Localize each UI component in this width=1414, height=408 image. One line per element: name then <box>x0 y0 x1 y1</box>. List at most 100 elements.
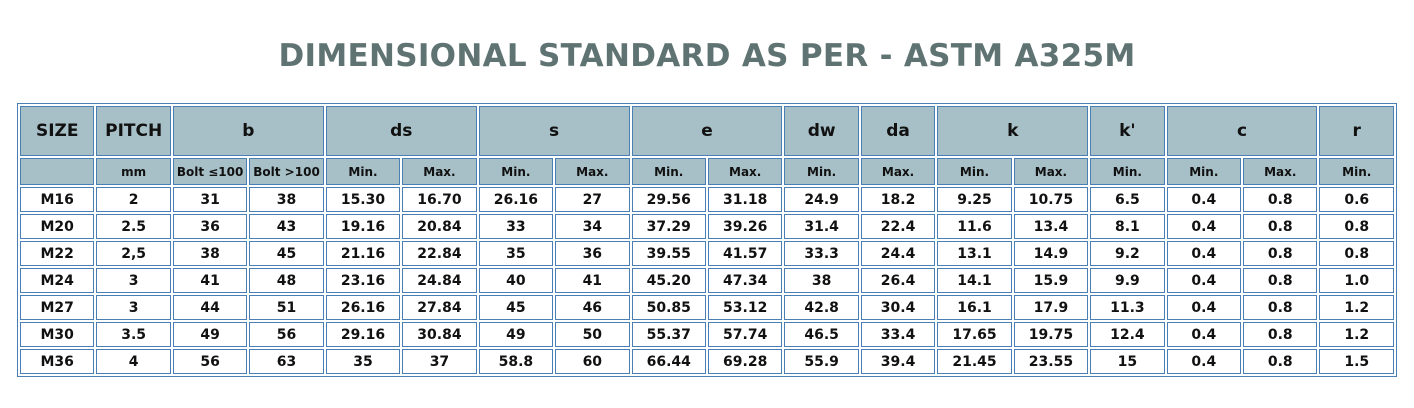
column-group-header: PITCH <box>96 106 171 156</box>
table-cell: 6.5 <box>1090 187 1165 212</box>
table-cell: 45.20 <box>631 268 706 293</box>
table-cell: 3 <box>96 295 171 320</box>
table-cell: 0.8 <box>1243 349 1318 374</box>
column-group-header: s <box>478 106 630 156</box>
table-cell: 0.8 <box>1243 187 1318 212</box>
column-subheader: Max. <box>555 158 630 185</box>
table-cell: 16.70 <box>402 187 477 212</box>
table-cell: 0.6 <box>1319 187 1394 212</box>
table-cell: 0.8 <box>1243 214 1318 239</box>
header-row-groups: SIZE PITCH b ds s e dw da k k' c r <box>20 106 1394 156</box>
dimension-table: SIZE PITCH b ds s e dw da k k' c r mm Bolt ≤100 Bolt … <box>17 103 1397 377</box>
column-subheader: Max. <box>1013 158 1089 185</box>
table-cell: 0.4 <box>1166 349 1242 374</box>
table-cell: 9.2 <box>1090 241 1165 266</box>
table-cell: 66.44 <box>631 349 706 374</box>
table-cell: 38 <box>784 268 859 293</box>
table-cell: 69.28 <box>707 349 783 374</box>
table-cell: 39.55 <box>631 241 706 266</box>
table-cell: 24.4 <box>860 241 936 266</box>
table-cell: 38 <box>249 187 324 212</box>
table-cell: 1.2 <box>1319 295 1394 320</box>
table-cell: 45 <box>478 295 554 320</box>
table-cell: 39.4 <box>860 349 936 374</box>
table-cell: 0.8 <box>1243 322 1318 347</box>
table-cell: 57.74 <box>707 322 783 347</box>
table-cell: 0.4 <box>1166 187 1242 212</box>
size-cell: M22 <box>20 241 95 266</box>
column-subheader <box>20 158 95 185</box>
column-group-header: e <box>631 106 783 156</box>
table-cell: 38 <box>172 241 248 266</box>
table-cell: 0.8 <box>1319 214 1394 239</box>
table-cell: 50.85 <box>631 295 706 320</box>
column-group-header: k' <box>1090 106 1165 156</box>
table-cell: 48 <box>249 268 324 293</box>
table-cell: 39.26 <box>707 214 783 239</box>
table-cell: 0.4 <box>1166 241 1242 266</box>
table-body: M16 2 31 38 15.30 16.70 26.16 27 29.56 31.18 24.9 1… <box>20 187 1394 374</box>
column-subheader: Min. <box>1166 158 1242 185</box>
table-cell: 19.75 <box>1013 322 1089 347</box>
table-row: M27 3 44 51 26.16 27.84 45 46 50.85 53.12 42.8 30.4… <box>20 295 1394 320</box>
table-cell: 0.4 <box>1166 295 1242 320</box>
column-subheader: Bolt ≤100 <box>172 158 248 185</box>
table-cell: 33.4 <box>860 322 936 347</box>
table-cell: 33.3 <box>784 241 859 266</box>
table-cell: 21.45 <box>937 349 1012 374</box>
table-cell: 18.2 <box>860 187 936 212</box>
table-cell: 27 <box>555 187 630 212</box>
table-cell: 43 <box>249 214 324 239</box>
table-cell: 15.30 <box>325 187 401 212</box>
table-cell: 1.5 <box>1319 349 1394 374</box>
table-cell: 31 <box>172 187 248 212</box>
column-subheader: Max. <box>402 158 477 185</box>
table-cell: 9.9 <box>1090 268 1165 293</box>
table-cell: 26.16 <box>325 295 401 320</box>
table-cell: 30.84 <box>402 322 477 347</box>
table-cell: 56 <box>249 322 324 347</box>
column-subheader: Min. <box>784 158 859 185</box>
table-cell: 21.16 <box>325 241 401 266</box>
table-row: M36 4 56 63 35 37 58.8 60 66.44 69.28 55.9 39.4 21.4… <box>20 349 1394 374</box>
table-cell: 46.5 <box>784 322 859 347</box>
table-cell: 35 <box>325 349 401 374</box>
table-cell: 29.16 <box>325 322 401 347</box>
table-cell: 24.84 <box>402 268 477 293</box>
table-cell: 13.1 <box>937 241 1012 266</box>
table-cell: 37 <box>402 349 477 374</box>
table-cell: 11.6 <box>937 214 1012 239</box>
table-cell: 4 <box>96 349 171 374</box>
column-subheader: Max. <box>860 158 936 185</box>
table-cell: 2.5 <box>96 214 171 239</box>
column-group-header: r <box>1319 106 1394 156</box>
column-subheader: Min. <box>1319 158 1394 185</box>
table-cell: 31.4 <box>784 214 859 239</box>
column-group-header: c <box>1166 106 1318 156</box>
table-cell: 22.4 <box>860 214 936 239</box>
table-cell: 12.4 <box>1090 322 1165 347</box>
table-cell: 36 <box>172 214 248 239</box>
size-cell: M36 <box>20 349 95 374</box>
table-cell: 15 <box>1090 349 1165 374</box>
column-group-header: k <box>937 106 1089 156</box>
table-cell: 0.4 <box>1166 322 1242 347</box>
table-cell: 19.16 <box>325 214 401 239</box>
table-cell: 49 <box>478 322 554 347</box>
table-cell: 63 <box>249 349 324 374</box>
table-row: M16 2 31 38 15.30 16.70 26.16 27 29.56 31.18 24.9 1… <box>20 187 1394 212</box>
column-group-header: da <box>860 106 936 156</box>
table-cell: 11.3 <box>1090 295 1165 320</box>
table-cell: 27.84 <box>402 295 477 320</box>
table-cell: 49 <box>172 322 248 347</box>
table-cell: 35 <box>478 241 554 266</box>
table-cell: 42.8 <box>784 295 859 320</box>
table-cell: 1.0 <box>1319 268 1394 293</box>
table-cell: 0.4 <box>1166 268 1242 293</box>
table-cell: 53.12 <box>707 295 783 320</box>
table-cell: 22.84 <box>402 241 477 266</box>
table-cell: 30.4 <box>860 295 936 320</box>
header-row-units: mm Bolt ≤100 Bolt >100 Min. Max. Min. Max. Min.… <box>20 158 1394 185</box>
table-cell: 40 <box>478 268 554 293</box>
column-subheader: Bolt >100 <box>249 158 324 185</box>
